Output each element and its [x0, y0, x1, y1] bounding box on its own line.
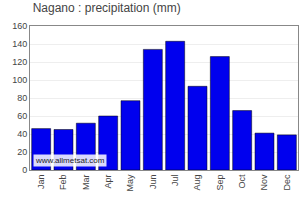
svg-text:May: May [125, 174, 135, 192]
svg-text:120: 120 [12, 57, 27, 67]
svg-text:www.allmetsat.com: www.allmetsat.com [35, 156, 105, 165]
svg-text:Jun: Jun [148, 175, 158, 190]
svg-text:Oct: Oct [237, 174, 247, 189]
svg-text:Apr: Apr [103, 175, 113, 189]
svg-text:Dec: Dec [282, 174, 292, 191]
svg-text:Feb: Feb [58, 175, 68, 191]
svg-text:20: 20 [17, 147, 27, 157]
svg-text:Jul: Jul [170, 175, 180, 187]
svg-text:Aug: Aug [192, 175, 202, 191]
svg-text:140: 140 [12, 39, 27, 49]
svg-text:Mar: Mar [81, 175, 91, 191]
svg-text:Nagano : precipitation (mm): Nagano : precipitation (mm) [33, 1, 181, 15]
svg-text:Sep: Sep [215, 175, 225, 191]
svg-text:Jan: Jan [36, 175, 46, 190]
svg-text:80: 80 [17, 93, 27, 103]
svg-text:100: 100 [12, 75, 27, 85]
svg-text:40: 40 [17, 129, 27, 139]
svg-text:Nov: Nov [259, 174, 269, 191]
svg-text:60: 60 [17, 111, 27, 121]
svg-text:0: 0 [22, 165, 27, 175]
svg-text:160: 160 [12, 21, 27, 31]
